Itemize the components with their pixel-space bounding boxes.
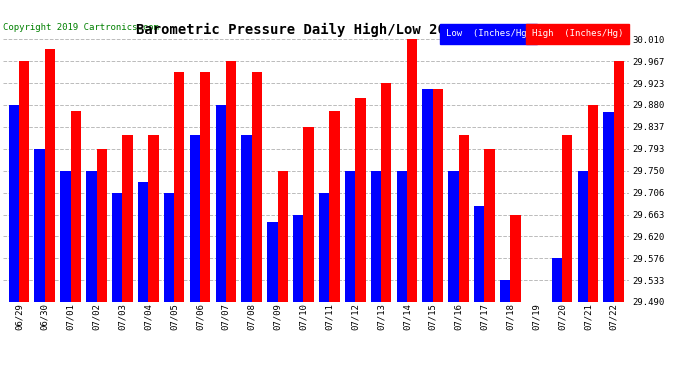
Bar [174, 72, 184, 302]
Bar [19, 61, 29, 302]
Bar [422, 89, 433, 302]
Bar [614, 61, 624, 302]
Text: Copyright 2019 Cartronics.com: Copyright 2019 Cartronics.com [3, 22, 159, 32]
Bar [448, 171, 459, 302]
Bar [226, 61, 236, 302]
Bar [407, 39, 417, 302]
Bar [484, 149, 495, 302]
Bar [70, 111, 81, 302]
Bar [97, 149, 107, 302]
Bar [252, 72, 262, 302]
Bar [433, 89, 443, 302]
Bar [329, 111, 339, 302]
Bar [319, 193, 329, 302]
Bar [60, 171, 70, 302]
Bar [8, 105, 19, 302]
Bar [215, 105, 226, 302]
Bar [122, 135, 132, 302]
Bar [267, 222, 277, 302]
Bar [552, 258, 562, 302]
Bar [474, 207, 484, 302]
Bar [293, 214, 304, 302]
Bar [138, 182, 148, 302]
Bar [371, 171, 381, 302]
Bar [578, 171, 588, 302]
Bar [304, 127, 314, 302]
Bar [588, 105, 598, 302]
Bar [511, 214, 521, 302]
Bar [459, 135, 469, 302]
Bar [190, 135, 200, 302]
Bar [164, 193, 174, 302]
Bar [604, 112, 614, 302]
Bar [355, 99, 366, 302]
Bar [562, 135, 573, 302]
Bar [112, 193, 122, 302]
Bar [381, 83, 391, 302]
Bar [148, 135, 159, 302]
Bar [345, 171, 355, 302]
Bar [200, 72, 210, 302]
Bar [500, 280, 511, 302]
Title: Barometric Pressure Daily High/Low 20190723: Barometric Pressure Daily High/Low 20190… [137, 22, 496, 37]
Bar [397, 171, 407, 302]
Bar [86, 171, 97, 302]
Bar [241, 135, 252, 302]
Bar [277, 171, 288, 302]
Bar [45, 50, 55, 302]
Bar [34, 149, 45, 302]
Legend: Low  (Inches/Hg), High  (Inches/Hg): Low (Inches/Hg), High (Inches/Hg) [444, 27, 624, 40]
